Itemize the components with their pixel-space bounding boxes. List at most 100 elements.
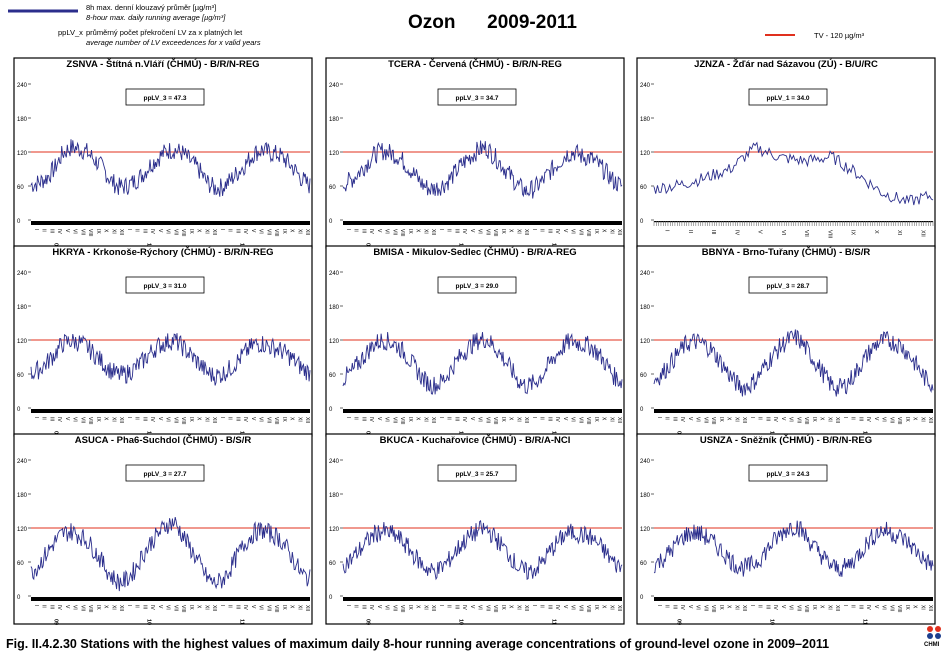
- x-tick-label: XII: [927, 417, 933, 423]
- x-tick-label: X: [601, 417, 607, 421]
- chmi-logo-dot: [927, 626, 933, 632]
- data-series-line: [653, 141, 934, 206]
- x-tick-label: VIII: [803, 417, 809, 425]
- y-tick-label: 180: [329, 117, 340, 123]
- y-tick-label: 180: [17, 493, 28, 499]
- y-tick-label: 240: [17, 83, 28, 89]
- x-tick-label: VII: [577, 229, 583, 235]
- year-label: 11: [550, 619, 556, 625]
- x-tick-label: VI: [881, 605, 887, 610]
- y-tick-label: 60: [640, 185, 647, 191]
- x-tick-label: VIII: [399, 605, 405, 613]
- x-tick-label: IV: [733, 230, 739, 236]
- x-tick-label: III: [710, 230, 716, 235]
- y-tick-label: 60: [640, 373, 647, 379]
- x-tick-label: VII: [391, 605, 397, 611]
- x-tick-label: I: [749, 605, 755, 606]
- x-tick-label: VIII: [803, 605, 809, 613]
- x-tick-label: IV: [554, 229, 560, 234]
- x-tick-label: XI: [515, 417, 521, 422]
- annotation-box: [748, 464, 828, 482]
- annotation-text: ppLV_3 = 24.3: [766, 471, 809, 478]
- y-tick-label: 120: [17, 151, 28, 157]
- y-tick-label: 180: [329, 493, 340, 499]
- x-tick-label: XII: [211, 417, 217, 423]
- x-tick-label: I: [219, 417, 225, 418]
- x-tick-label: II: [134, 229, 140, 232]
- x-tick-label: VIII: [273, 229, 279, 237]
- x-tick-label: IX: [718, 417, 724, 422]
- x-tick-label: XII: [304, 229, 310, 235]
- x-tick-label: III: [360, 229, 366, 233]
- x-tick-label: VII: [577, 417, 583, 423]
- x-tick-label: I: [438, 605, 444, 606]
- x-tick-label: X: [508, 417, 514, 421]
- data-series-line: [30, 516, 311, 592]
- chmi-logo-text: CHMI: [924, 642, 940, 648]
- x-tick-label: VII: [803, 230, 809, 237]
- x-tick-label: VIII: [87, 417, 93, 425]
- y-tick-label: 180: [640, 117, 651, 123]
- x-tick-label: XII: [304, 605, 310, 611]
- y-tick-label: 0: [329, 595, 333, 601]
- x-tick-label: VI: [384, 605, 390, 610]
- x-tick-label: I: [33, 605, 39, 606]
- x-axis-bar: [343, 597, 622, 601]
- x-tick-label: XI: [515, 229, 521, 234]
- x-tick-label: IX: [718, 605, 724, 610]
- y-tick-label: 240: [640, 271, 651, 277]
- x-tick-label: XI: [608, 417, 614, 422]
- x-tick-label: III: [857, 605, 863, 609]
- x-tick-label: XII: [118, 229, 124, 235]
- x-tick-label: VII: [702, 417, 708, 423]
- x-tick-label: II: [446, 417, 452, 420]
- x-tick-label: VIII: [180, 229, 186, 237]
- x-tick-label: I: [531, 229, 537, 230]
- x-tick-label: X: [103, 229, 109, 233]
- x-tick-label: V: [376, 605, 382, 609]
- x-tick-label: III: [671, 605, 677, 609]
- x-tick-label: V: [469, 229, 475, 233]
- x-tick-label: XI: [826, 417, 832, 422]
- y-tick-label: 120: [640, 527, 651, 533]
- x-tick-label: II: [664, 417, 670, 420]
- x-tick-label: V: [469, 417, 475, 421]
- x-tick-label: III: [453, 605, 459, 609]
- x-tick-label: VII: [79, 229, 85, 235]
- panel-frame: [325, 57, 625, 249]
- annotation-box: [125, 464, 205, 482]
- x-tick-label: VIII: [710, 417, 716, 425]
- x-tick-label: V: [64, 229, 70, 233]
- x-axis-bar: [31, 597, 310, 601]
- data-series-line: [342, 519, 623, 581]
- x-tick-label: VII: [265, 417, 271, 423]
- x-tick-label: VI: [570, 229, 576, 234]
- y-tick-label: 60: [17, 373, 24, 379]
- x-tick-label: VII: [795, 605, 801, 611]
- x-tick-label: XI: [203, 229, 209, 234]
- chart-panel: BMISA - Mikulov-Sedlec (ČHMÚ) - B/R/A-RE…: [325, 245, 625, 437]
- x-tick-label: V: [873, 417, 879, 421]
- x-tick-label: V: [873, 605, 879, 609]
- x-tick-label: XII: [523, 229, 529, 235]
- x-tick-label: II: [353, 605, 359, 608]
- x-tick-label: IX: [281, 417, 287, 422]
- x-tick-label: IX: [593, 417, 599, 422]
- x-tick-label: V: [250, 605, 256, 609]
- chart-panel: HKRYA - Krkonoše-Rýchory (ČHMÚ) - B/R/N-…: [13, 245, 313, 437]
- x-tick-label: III: [453, 417, 459, 421]
- x-tick-label: IV: [56, 229, 62, 234]
- x-tick-label: VIII: [710, 605, 716, 613]
- x-tick-label: IV: [56, 605, 62, 610]
- y-tick-label: 60: [329, 373, 336, 379]
- year-label: 09: [675, 619, 681, 625]
- data-series-line: [653, 329, 934, 397]
- x-tick-label: III: [764, 417, 770, 421]
- x-tick-label: II: [757, 605, 763, 608]
- x-tick-label: X: [415, 417, 421, 421]
- x-tick-label: II: [41, 229, 47, 232]
- y-tick-label: 180: [17, 305, 28, 311]
- x-axis-bar: [31, 221, 310, 225]
- x-tick-label: III: [857, 417, 863, 421]
- x-tick-label: XI: [110, 605, 116, 610]
